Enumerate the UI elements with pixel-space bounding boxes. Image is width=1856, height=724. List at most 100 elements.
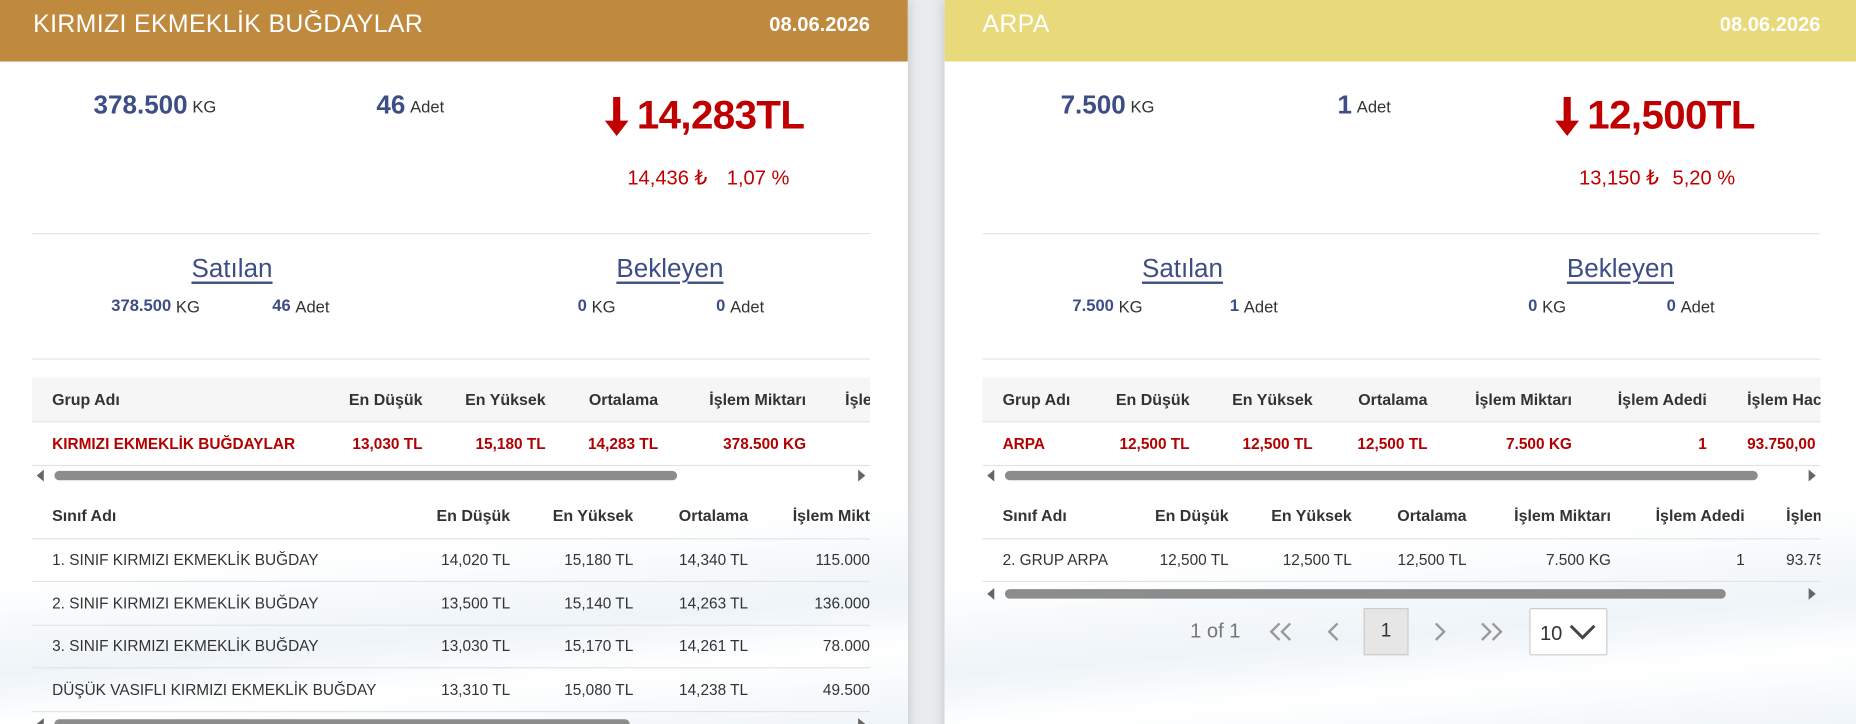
- column-header: Ortalama: [1397, 506, 1467, 525]
- column-header: Grup Adı: [1002, 390, 1071, 409]
- table-cell: 12,500 TL: [1397, 550, 1467, 569]
- table-cell: 13,310 TL: [441, 680, 511, 699]
- column-header: İşlem Miktarı: [1475, 390, 1572, 409]
- scroll-right-arrow[interactable]: [1808, 587, 1816, 600]
- column-header: Sınıf Adı: [1002, 506, 1067, 525]
- unit: Adet: [1356, 97, 1391, 116]
- chevron: [1569, 624, 1596, 640]
- sold-link[interactable]: Satılan: [191, 253, 273, 283]
- value: 46: [272, 295, 291, 315]
- chevron: [1434, 622, 1446, 641]
- scroll-left-arrow[interactable]: [987, 469, 995, 482]
- row-line: [31, 667, 870, 669]
- table-cell: DÜŞÜK VASIFLI KIRMIZI EKMEKLİK BUĞDAY: [52, 680, 377, 699]
- divider: [31, 358, 870, 360]
- table-cell: 136.000: [814, 594, 870, 612]
- unit: Adet: [730, 296, 765, 316]
- row-line: [982, 580, 1821, 583]
- row-line: [982, 464, 1821, 467]
- next-page[interactable]: [1432, 620, 1460, 644]
- scroll-thumb[interactable]: [1004, 588, 1726, 599]
- column-header: En Yüksek: [1271, 506, 1352, 525]
- scroll-left-arrow[interactable]: [36, 717, 44, 724]
- row-line: [31, 538, 870, 540]
- scroll-thumb[interactable]: [1004, 470, 1758, 481]
- column-header: En Düşük: [348, 390, 423, 409]
- pending-link[interactable]: Bekleyen: [1566, 253, 1675, 283]
- scroll-right-arrow[interactable]: [858, 717, 866, 724]
- unit: Adet: [1243, 296, 1278, 316]
- page-size[interactable]: 10: [1539, 622, 1563, 645]
- scroll-thumb[interactable]: [54, 719, 630, 724]
- table-cell: 15,180 TL: [475, 434, 546, 453]
- pending-link[interactable]: Bekleyen: [616, 253, 724, 283]
- table-cell: 3. SINIF KIRMIZI EKMEKLİK BUĞDAY: [52, 637, 319, 656]
- table-cell: 7.500 KG: [1506, 434, 1572, 453]
- divider: [982, 358, 1821, 360]
- column-header: İşlem Mikt: [792, 506, 870, 525]
- unit: KG: [591, 296, 616, 316]
- table-cell: 15,080 TL: [564, 680, 634, 699]
- column-header: Sınıf Adı: [52, 506, 117, 525]
- card: [0, 0, 908, 724]
- first-page[interactable]: [1268, 620, 1296, 644]
- column-header: En Düşük: [1115, 390, 1190, 409]
- table-cell: 1: [1698, 434, 1707, 453]
- column-header: İşlem Adedi: [1655, 506, 1745, 525]
- table-cell: 15,180 TL: [564, 550, 634, 569]
- column-header: Ortalama: [588, 390, 659, 409]
- column-header: En Düşük: [436, 506, 511, 525]
- value: 7.500: [1072, 295, 1114, 315]
- prev-page[interactable]: [1326, 620, 1354, 644]
- card-header: [944, 0, 1856, 62]
- table-cell: 14,263 TL: [679, 594, 749, 612]
- scroll-thumb[interactable]: [54, 470, 678, 481]
- value: 46: [376, 89, 406, 120]
- down-arrow: [604, 97, 629, 137]
- scroll-right-arrow[interactable]: [858, 469, 866, 482]
- table: Grup Adı En Düşük En Yüksek Ortalama İşlem M…: [982, 377, 1821, 487]
- sold-link[interactable]: Satılan: [1141, 253, 1224, 283]
- divider: [982, 233, 1821, 235]
- current-page[interactable]: 1: [1380, 621, 1392, 642]
- unit: KG: [175, 296, 200, 316]
- card-title: ARPA: [982, 10, 1050, 38]
- row-line: [31, 464, 870, 467]
- row-line: [31, 580, 870, 583]
- arrow-shape: [604, 97, 629, 137]
- value: 0: [1666, 295, 1676, 315]
- page-size-select[interactable]: [1529, 608, 1608, 656]
- table-cell: 2. GRUP ARPA: [1002, 550, 1109, 569]
- row-line: [31, 711, 870, 713]
- table-cell: 14,340 TL: [679, 550, 749, 569]
- table: Sınıf Adı En Düşük En Yüksek Ortalama İşlem …: [31, 493, 870, 724]
- table-cell: 93.750,00: [1747, 434, 1816, 453]
- table-cell: 49.500: [822, 680, 870, 699]
- table-cell: 14,238 TL: [679, 680, 749, 699]
- table-cell: 12,500 TL: [1357, 434, 1428, 453]
- current-page-box[interactable]: [1363, 608, 1409, 656]
- background-wave: [0, 473, 908, 724]
- table-cell: 13,030 TL: [441, 637, 511, 656]
- value: 0: [716, 295, 726, 315]
- dropdown-chevron[interactable]: [1568, 622, 1599, 641]
- value: 1: [1229, 295, 1240, 315]
- table-cell: 1. SINIF KIRMIZI EKMEKLİK BUĞDAY: [52, 550, 319, 569]
- scroll-left-arrow[interactable]: [36, 469, 44, 482]
- column-header: Ortalama: [678, 506, 749, 525]
- unit: Adet: [295, 296, 330, 316]
- card-date: 08.06.2026: [769, 13, 870, 36]
- column-header: İşle: [845, 390, 870, 409]
- background-wave: [944, 473, 1856, 724]
- table-cell: 14,261 TL: [679, 637, 749, 656]
- table-cell: 14,283 TL: [587, 434, 659, 453]
- value: 378.500: [93, 89, 188, 120]
- value: 7.500: [1060, 89, 1126, 120]
- scroll-right-arrow[interactable]: [1808, 469, 1816, 482]
- scroll-left-arrow[interactable]: [987, 587, 995, 600]
- table: Sınıf Adı En Düşük En Yüksek Ortalama İşlem …: [982, 493, 1821, 603]
- last-page[interactable]: [1478, 620, 1506, 644]
- row-line: [982, 538, 1821, 540]
